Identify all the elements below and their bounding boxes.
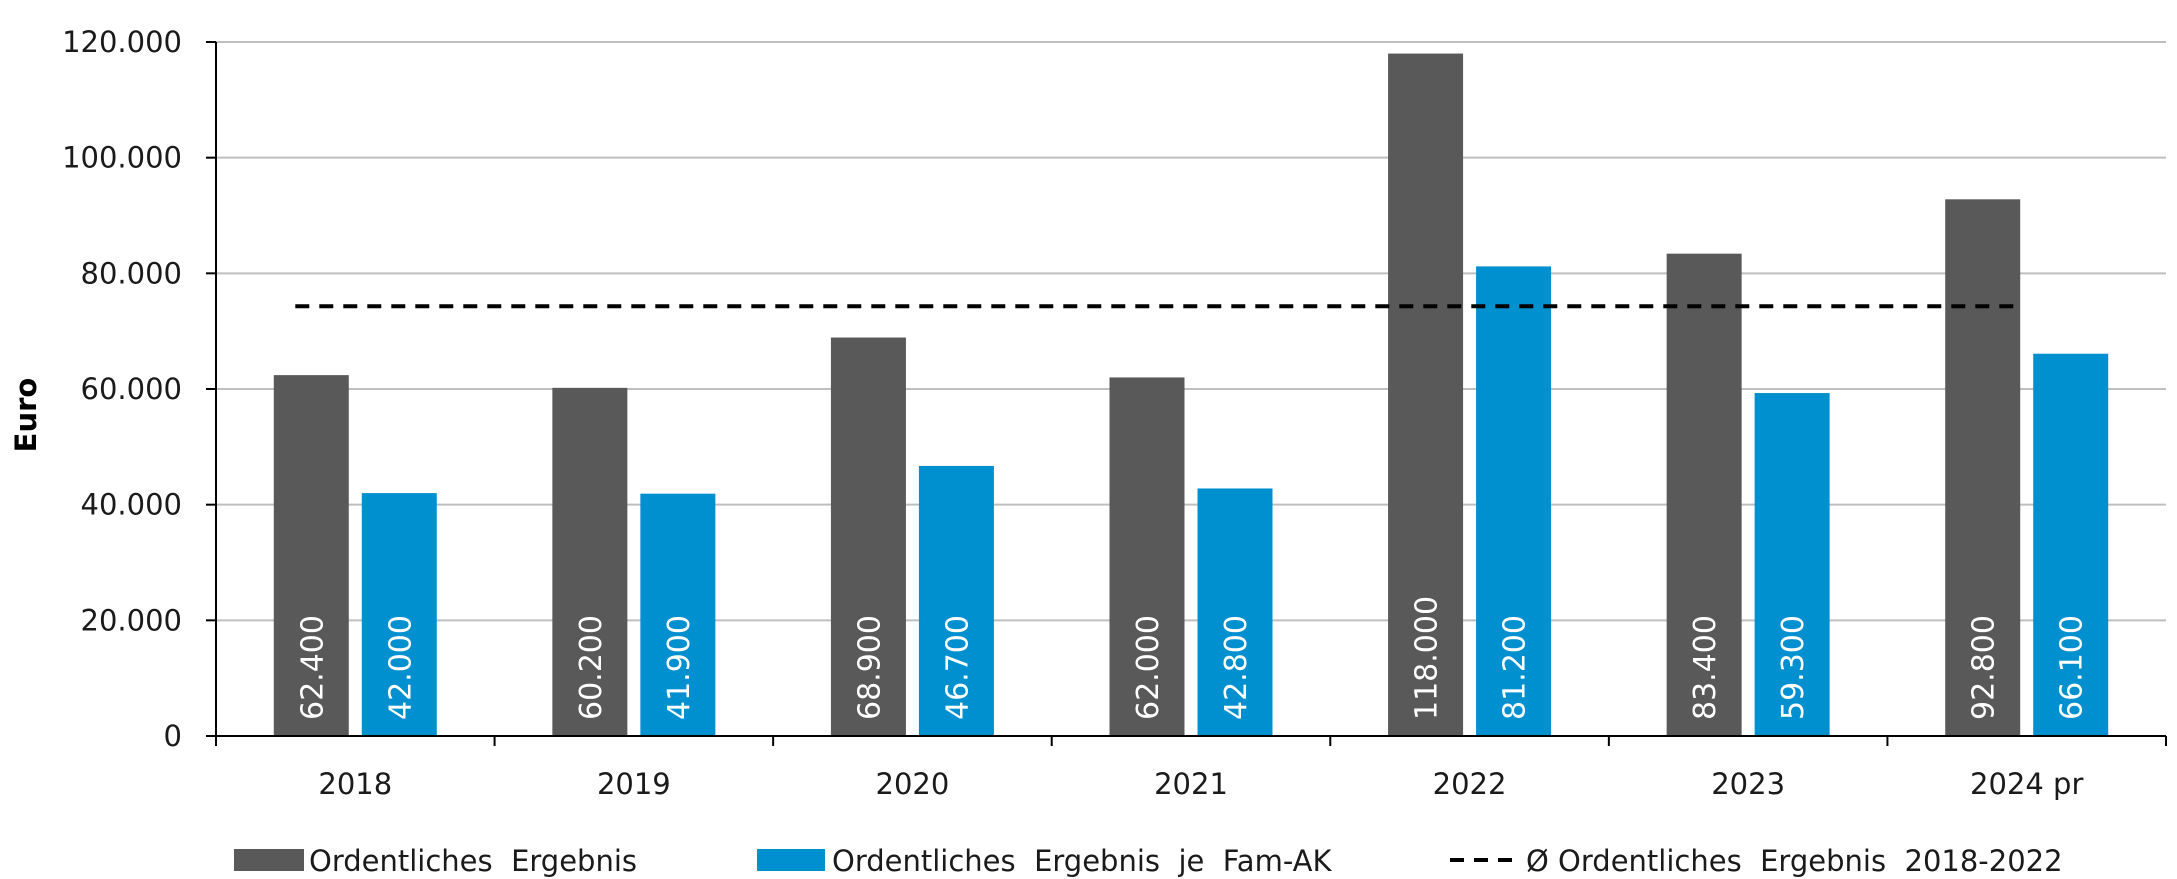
data-label: 62.000 (1131, 615, 1166, 720)
bar-ergebnis-je-fam-ak (640, 493, 716, 736)
bar-ordentliches-ergebnis (552, 387, 628, 736)
data-label: 81.200 (1498, 615, 1533, 720)
y-tick-label: 20.000 (81, 603, 182, 637)
x-axis-ticks: 2018 2019 2020 2021 2022 2023 2024 pr (215, 736, 2167, 801)
x-tick-label: 2019 (597, 767, 671, 801)
data-label: 59.300 (1776, 615, 1811, 720)
x-tick-label: 2018 (318, 767, 392, 801)
data-label: 66.100 (2055, 615, 2090, 720)
bar-ergebnis-je-fam-ak (1197, 488, 1273, 736)
x-tick-label: 2023 (1711, 767, 1785, 801)
bar-ergebnis-je-fam-ak (1476, 266, 1552, 736)
data-label: 68.900 (852, 615, 887, 720)
legend-label-series-2: Ordentliches Ergebnis je Fam-AK (832, 844, 1332, 878)
data-label: 46.700 (940, 615, 975, 720)
x-tick-label: 2020 (876, 767, 950, 801)
data-labels: 62.400 42.000 60.200 41.900 68.900 46.700 62.0… (295, 596, 2089, 720)
bar-ergebnis-je-fam-ak (2033, 353, 2109, 736)
bar-ordentliches-ergebnis (1109, 377, 1185, 736)
y-tick-label: 0 (164, 719, 182, 753)
bar-ordentliches-ergebnis (273, 375, 349, 736)
data-label: 42.800 (1219, 615, 1254, 720)
data-label: 41.900 (662, 615, 697, 720)
bar-ergebnis-je-fam-ak (1754, 393, 1830, 736)
data-label: 60.200 (574, 615, 609, 720)
x-tick-label: 2022 (1433, 767, 1507, 801)
legend: Ordentliches Ergebnis Ordentliches Ergeb… (234, 844, 2063, 878)
bar-ordentliches-ergebnis (1666, 253, 1742, 737)
y-tick-label: 40.000 (81, 488, 182, 522)
bar-ergebnis-je-fam-ak (361, 493, 437, 736)
legend-label-reference-line: Ø Ordentliches Ergebnis 2018-2022 (1526, 844, 2063, 878)
data-label: 92.800 (1967, 615, 2002, 720)
y-tick-label: 100.000 (62, 141, 182, 175)
y-tick-label: 60.000 (81, 372, 182, 406)
y-tick-label: 80.000 (81, 256, 182, 290)
legend-label-series-1: Ordentliches Ergebnis (309, 844, 637, 878)
y-axis-ticks: 0 20.000 40.000 60.000 80.000 100.000 120.000 (62, 25, 216, 753)
data-label: 118.000 (1410, 596, 1445, 720)
legend-swatch-series-2 (757, 849, 825, 871)
data-label: 42.000 (383, 615, 418, 720)
bar-ordentliches-ergebnis (830, 337, 906, 736)
x-tick-label: 2024 pr (1970, 767, 2083, 801)
x-tick-label: 2021 (1154, 767, 1228, 801)
bar-ordentliches-ergebnis (1945, 199, 2021, 737)
legend-swatch-series-1 (234, 849, 304, 871)
gridlines (216, 41, 2166, 622)
bar-ergebnis-je-fam-ak (918, 465, 994, 736)
data-label: 83.400 (1688, 615, 1723, 720)
y-tick-label: 120.000 (62, 25, 182, 59)
bars (273, 53, 2109, 737)
y-axis-label: Euro (9, 378, 43, 453)
bar-ordentliches-ergebnis (1388, 53, 1464, 737)
data-label: 62.400 (295, 615, 330, 720)
